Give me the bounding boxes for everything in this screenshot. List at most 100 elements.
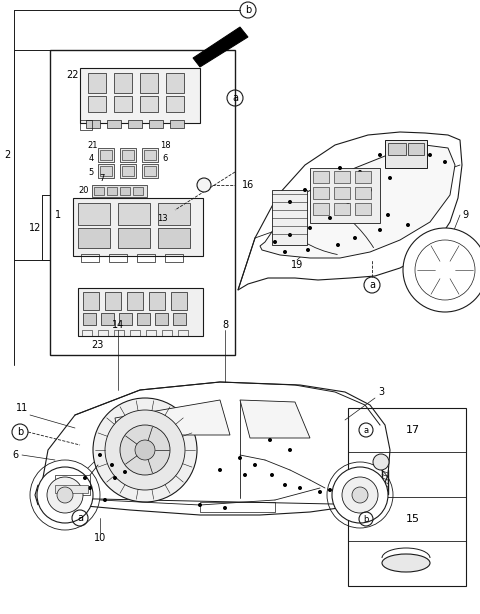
Bar (130, 330, 140, 336)
Text: 19: 19 (291, 260, 303, 270)
Circle shape (120, 425, 170, 475)
Bar (137, 313, 150, 325)
Bar (120, 187, 130, 195)
Bar (80, 68, 200, 123)
Circle shape (197, 178, 211, 192)
Bar (88, 96, 106, 112)
Bar (334, 171, 350, 183)
Circle shape (288, 233, 292, 237)
Bar (355, 203, 371, 215)
Bar (158, 228, 190, 248)
Bar (114, 96, 132, 112)
Circle shape (83, 476, 87, 480)
Bar (107, 187, 117, 195)
Circle shape (135, 440, 155, 460)
Polygon shape (240, 400, 310, 438)
Circle shape (105, 410, 185, 490)
Bar (200, 502, 275, 512)
Bar (109, 254, 127, 262)
Bar (50, 50, 235, 355)
Text: 21: 21 (88, 141, 98, 149)
Text: 6: 6 (162, 154, 168, 163)
Bar (120, 164, 136, 178)
Bar (114, 330, 124, 336)
Circle shape (110, 463, 114, 467)
Bar (55, 485, 88, 493)
Polygon shape (115, 400, 230, 435)
Polygon shape (193, 27, 248, 67)
Text: 7: 7 (99, 174, 105, 182)
Circle shape (378, 228, 382, 232)
Bar (355, 187, 371, 199)
Circle shape (388, 176, 392, 180)
Text: 12: 12 (29, 223, 41, 233)
Text: 17: 17 (406, 425, 420, 435)
Circle shape (223, 506, 227, 510)
Bar (142, 148, 158, 162)
Bar (137, 254, 155, 262)
Text: 2: 2 (4, 150, 10, 160)
Bar (171, 292, 187, 310)
Circle shape (268, 438, 272, 442)
Text: 23: 23 (91, 340, 103, 350)
Bar (173, 313, 186, 325)
Circle shape (403, 228, 480, 312)
Bar (144, 150, 156, 160)
Circle shape (386, 213, 390, 217)
Bar (119, 313, 132, 325)
Circle shape (303, 188, 307, 192)
Text: 20: 20 (79, 185, 89, 195)
Circle shape (298, 486, 302, 490)
Bar (142, 164, 158, 178)
Text: 22: 22 (66, 70, 78, 80)
Bar (149, 292, 165, 310)
Bar (140, 96, 158, 112)
Ellipse shape (382, 554, 430, 572)
Bar (310, 168, 380, 223)
Bar (92, 185, 147, 197)
Circle shape (393, 146, 397, 150)
Bar (100, 166, 112, 176)
Circle shape (358, 170, 362, 174)
Circle shape (443, 160, 447, 164)
Bar (122, 166, 134, 176)
Bar (122, 150, 134, 160)
Text: a: a (232, 93, 238, 103)
Circle shape (37, 467, 93, 523)
Bar (178, 330, 188, 336)
Bar (83, 292, 99, 310)
Circle shape (113, 476, 117, 480)
Circle shape (88, 486, 92, 490)
Bar (100, 150, 112, 160)
Circle shape (273, 240, 277, 244)
Bar (94, 187, 104, 195)
Circle shape (328, 216, 332, 220)
Bar (408, 143, 424, 155)
Bar (272, 190, 307, 245)
Circle shape (198, 503, 202, 507)
Bar (98, 330, 108, 336)
Bar (348, 408, 466, 586)
Circle shape (336, 243, 340, 247)
Bar (313, 187, 329, 199)
Circle shape (243, 473, 247, 477)
Circle shape (338, 166, 342, 170)
Circle shape (270, 473, 274, 477)
Circle shape (342, 477, 378, 513)
Text: a: a (77, 513, 83, 523)
Bar (105, 292, 121, 310)
Text: 1: 1 (55, 210, 61, 220)
Circle shape (415, 240, 475, 300)
Circle shape (352, 487, 368, 503)
Bar (80, 120, 92, 130)
Circle shape (332, 467, 388, 523)
Bar (107, 120, 121, 128)
Circle shape (288, 448, 292, 452)
Text: a: a (363, 426, 369, 435)
Circle shape (238, 456, 242, 460)
Circle shape (306, 248, 310, 252)
Bar (98, 164, 114, 178)
Bar (81, 254, 99, 262)
Circle shape (103, 498, 107, 502)
Circle shape (98, 453, 102, 457)
